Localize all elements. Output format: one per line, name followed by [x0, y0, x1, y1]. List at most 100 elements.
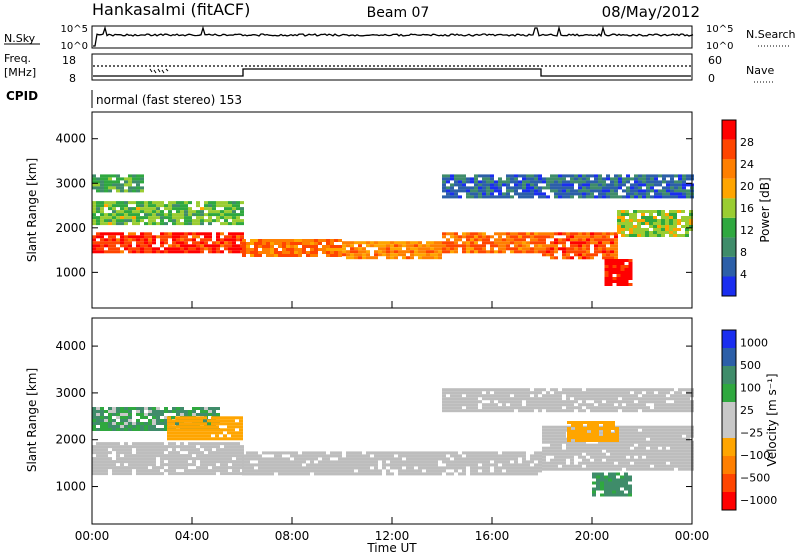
heatmap-cell: [224, 466, 228, 470]
heatmap-cell: [574, 174, 578, 178]
heatmap-cell: [175, 428, 179, 432]
heatmap-cell: [454, 409, 458, 413]
heatmap-cell: [270, 248, 274, 251]
heatmap-cell: [270, 451, 274, 455]
heatmap-cell: [598, 238, 602, 242]
heatmap-cell: [530, 247, 534, 251]
heatmap-cell: [116, 454, 120, 458]
heatmap-cell: [446, 397, 450, 401]
heatmap-cell: [290, 251, 294, 254]
heatmap-cell: [582, 192, 586, 196]
heatmap-cell: [216, 466, 220, 470]
heatmap-cell: [596, 484, 600, 488]
heatmap-cell: [490, 472, 494, 476]
heatmap-cell: [646, 183, 650, 187]
heatmap-cell: [470, 247, 474, 251]
heatmap-cell: [478, 195, 482, 199]
heatmap-cell: [502, 400, 506, 404]
heatmap-cell: [596, 475, 600, 479]
heatmap-cell: [686, 177, 690, 181]
heatmap-cell: [239, 434, 243, 438]
heatmap-cell: [378, 469, 382, 473]
heatmap-cell: [128, 219, 132, 223]
heatmap-cell: [246, 466, 250, 470]
heatmap-cell: [176, 207, 180, 211]
heatmap-cell: [686, 406, 690, 410]
heatmap-cell: [674, 452, 678, 456]
heatmap-cell: [616, 280, 621, 283]
heatmap-cell: [236, 472, 240, 476]
heatmap-cell: [208, 201, 212, 205]
heatmap-cell: [227, 422, 231, 426]
heatmap-cell: [502, 394, 506, 398]
heatmap-cell: [607, 424, 611, 427]
heatmap-cell: [522, 457, 526, 461]
heatmap-cell: [482, 183, 486, 187]
heatmap-cell: [199, 437, 203, 441]
heatmap-cell: [490, 403, 494, 407]
heatmap-cell: [665, 228, 669, 231]
heatmap-cell: [232, 213, 236, 217]
heatmap-cell: [598, 455, 602, 459]
heatmap-cell: [558, 437, 562, 441]
heatmap-cell: [490, 397, 494, 401]
heatmap-cell: [642, 467, 646, 471]
heatmap-cell: [302, 466, 306, 470]
heatmap-cell: [124, 247, 128, 251]
heatmap-cell: [575, 430, 579, 433]
heatmap-cell: [546, 186, 550, 190]
heatmap-cell: [430, 466, 434, 470]
heatmap-cell: [224, 207, 228, 211]
heatmap-cell: [302, 457, 306, 461]
heatmap-cell: [176, 250, 180, 254]
heatmap-cell: [140, 216, 144, 220]
heatmap-cell: [634, 189, 638, 193]
heatmap-cell: [92, 183, 96, 187]
heatmap-cell: [294, 466, 298, 470]
heatmap-cell: [156, 445, 160, 449]
heatmap-cell: [606, 253, 610, 257]
heatmap-cell: [386, 451, 390, 455]
heatmap-cell: [326, 251, 330, 254]
heatmap-cell: [211, 422, 215, 426]
heatmap-cell: [270, 463, 274, 467]
heatmap-cell: [108, 442, 112, 446]
heatmap-cell: [104, 422, 108, 425]
heatmap-cell: [606, 232, 610, 236]
heatmap-cell: [506, 192, 510, 196]
heatmap-cell: [172, 442, 176, 446]
heatmap-cell: [490, 186, 494, 190]
heatmap-cell: [232, 451, 236, 455]
heatmap-cell: [160, 210, 164, 214]
heatmap-cell: [642, 397, 646, 401]
heatmap-cell: [160, 442, 164, 446]
heatmap-cell: [562, 189, 566, 193]
heatmap-cell: [578, 409, 582, 413]
heatmap-cell: [242, 472, 246, 476]
heatmap-cell: [216, 201, 220, 205]
heatmap-cell: [458, 177, 462, 181]
heatmap-cell: [211, 425, 215, 429]
heatmap-cell: [474, 400, 478, 404]
heatmap-cell: [522, 244, 526, 248]
heatmap-cell: [100, 186, 104, 190]
heatmap-cell: [200, 466, 204, 470]
heatmap-cell: [670, 455, 674, 459]
heatmap-cell: [398, 250, 402, 254]
heatmap-cell: [582, 189, 586, 193]
heatmap-cell: [566, 443, 570, 447]
heatmap-cell: [522, 235, 526, 239]
heatmap-cell: [624, 268, 629, 271]
heatmap-cell: [586, 250, 590, 254]
heatmap-cell: [195, 428, 199, 432]
heatmap-cell: [638, 195, 642, 199]
heatmap-cell: [394, 451, 398, 455]
heatmap-cell: [262, 245, 266, 248]
heatmap-cell: [108, 428, 112, 431]
heatmap-cell: [156, 442, 160, 446]
heatmap-cell: [175, 434, 179, 438]
heatmap-cell: [290, 242, 294, 245]
heatmap-cell: [176, 457, 180, 461]
heatmap-cell: [298, 242, 302, 245]
heatmap-cell: [112, 445, 116, 449]
